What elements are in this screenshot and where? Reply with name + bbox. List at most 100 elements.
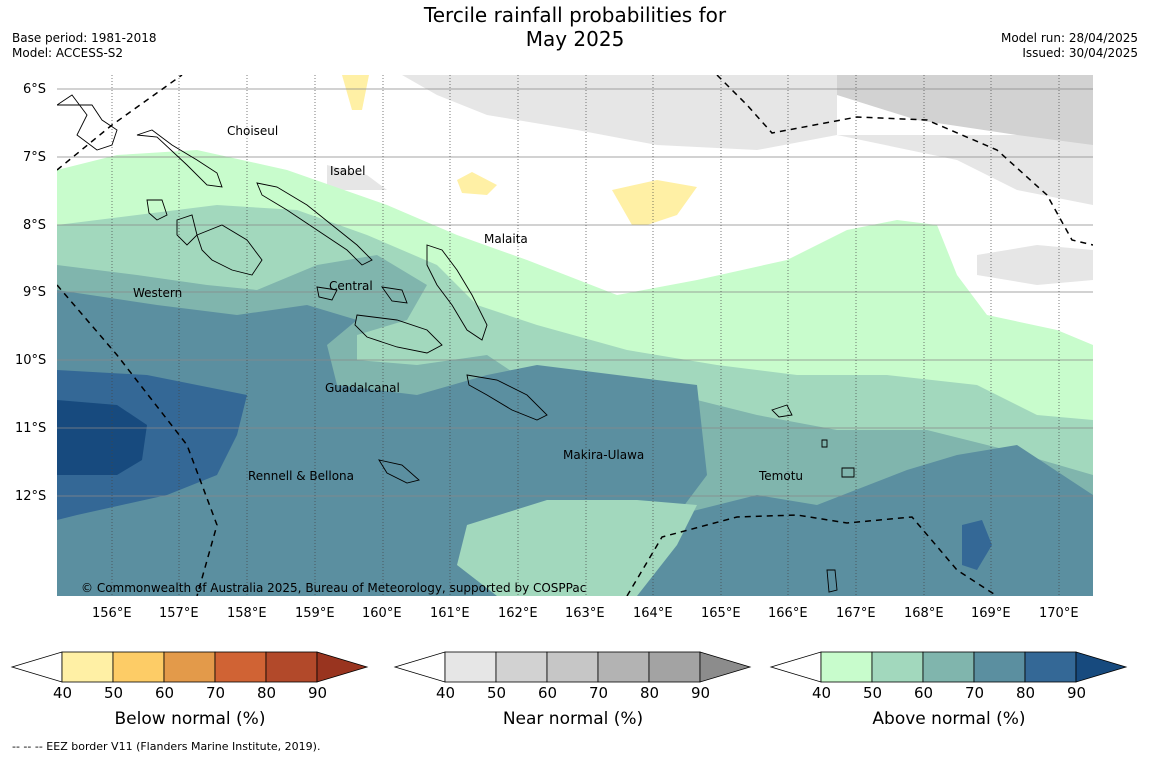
utupua-outline bbox=[821, 439, 828, 448]
lon-label-170: 170°E bbox=[1039, 606, 1079, 621]
colorbar-below-title: Below normal (%) bbox=[114, 709, 266, 729]
kolombangara-outline bbox=[176, 214, 198, 246]
lon-label-165: 165°E bbox=[701, 606, 741, 621]
isabel-outline bbox=[256, 182, 373, 266]
colorbar-above-segment bbox=[973, 651, 1026, 683]
colorbar-below-segment bbox=[61, 651, 114, 683]
lon-label-159: 159°E bbox=[295, 606, 335, 621]
near-normal-40-east bbox=[977, 245, 1093, 285]
lon-label-167: 167°E bbox=[836, 606, 876, 621]
colorbar-above-segment bbox=[922, 651, 975, 683]
lat-label-10s: 10°S bbox=[15, 353, 47, 368]
colorbar-near-segment bbox=[648, 651, 701, 683]
colorbar-near bbox=[393, 651, 752, 683]
colorbar-near-tick-label: 90 bbox=[691, 684, 711, 702]
new-georgia-outline bbox=[196, 224, 263, 276]
florida-outline bbox=[381, 286, 408, 304]
lat-label-7s: 7°S bbox=[23, 150, 47, 165]
label-makira: Makira-Ulawa bbox=[563, 448, 645, 462]
chart-title: Tercile rainfall probabilities for May 2… bbox=[0, 3, 1150, 51]
near-normal-50-area bbox=[837, 75, 1093, 145]
colorbar-below-tick-label: 60 bbox=[155, 684, 175, 702]
near-normal-40-area bbox=[402, 75, 1093, 205]
lon-label-160: 160°E bbox=[362, 606, 402, 621]
colorbar-above-tick-label: 90 bbox=[1067, 684, 1087, 702]
lat-label-11s: 11°S bbox=[15, 421, 47, 436]
colorbar-near-title: Near normal (%) bbox=[502, 709, 644, 729]
russell-outline bbox=[316, 286, 338, 301]
colorbar-below-tick-label: 80 bbox=[257, 684, 277, 702]
vanikoro-outline bbox=[841, 467, 855, 478]
colorbar-below-tick-label: 40 bbox=[53, 684, 73, 702]
colorbar-below bbox=[10, 651, 369, 683]
colorbar-below-high-extend bbox=[316, 651, 369, 683]
lat-label-8s: 8°S bbox=[23, 218, 47, 233]
near-normal-40-isabel bbox=[327, 165, 387, 190]
colorbar-near-segment bbox=[444, 651, 497, 683]
torres-outline bbox=[826, 569, 838, 593]
label-malaita: Malaita bbox=[484, 232, 528, 246]
colorbar-below-segment bbox=[214, 651, 267, 683]
colorbar-near-tick-label: 40 bbox=[436, 684, 456, 702]
meta-right: Model run: 28/04/2025 Issued: 30/04/2025 bbox=[1001, 31, 1138, 61]
colorbar-near-low-extend bbox=[393, 651, 446, 683]
lon-label-158: 158°E bbox=[227, 606, 267, 621]
copyright-text: © Commonwealth of Australia 2025, Bureau… bbox=[81, 581, 586, 595]
lat-gridlines bbox=[57, 88, 1093, 497]
colorbar-near-tick-label: 50 bbox=[487, 684, 507, 702]
above-normal-70-area bbox=[57, 290, 1093, 596]
colorbar-above-tick-label: 40 bbox=[812, 684, 832, 702]
lon-label-166: 166°E bbox=[768, 606, 808, 621]
colorbars bbox=[0, 649, 1150, 689]
label-isabel: Isabel bbox=[330, 164, 366, 178]
model-run: Model run: 28/04/2025 bbox=[1000, 31, 1138, 45]
colorbar-below-segment bbox=[112, 651, 165, 683]
below-normal-40-east bbox=[612, 180, 697, 225]
colorbar-near-segment bbox=[495, 651, 548, 683]
colorbar-above-tick-label: 50 bbox=[863, 684, 883, 702]
lon-label-169: 169°E bbox=[971, 606, 1011, 621]
colorbar-above-low-extend bbox=[769, 651, 822, 683]
label-choiseul: Choiseul bbox=[227, 124, 279, 138]
colorbar-above-segment bbox=[1024, 651, 1077, 683]
above-normal-80-temotu bbox=[962, 520, 992, 570]
colorbar-below-low-extend bbox=[10, 651, 63, 683]
colorbar-below-segment bbox=[265, 651, 318, 683]
malaita-outline bbox=[426, 244, 488, 341]
label-guadalcanal: Guadalcanal bbox=[325, 381, 400, 395]
map-svg: © Commonwealth of Australia 2025, Bureau… bbox=[57, 75, 1093, 596]
issued-date: Issued: 30/04/2025 bbox=[1022, 46, 1138, 60]
colorbar-below-segment bbox=[163, 651, 216, 683]
vella-lavella-outline bbox=[146, 199, 168, 221]
lat-label-12s: 12°S bbox=[15, 489, 47, 504]
above-normal-90-area bbox=[57, 400, 147, 475]
label-rennell: Rennell & Bellona bbox=[248, 469, 355, 483]
rennell-outline bbox=[378, 459, 420, 484]
colorbar-near-segment bbox=[546, 651, 599, 683]
colorbar-near-high-extend bbox=[699, 651, 752, 683]
colorbar-below-tick-label: 70 bbox=[206, 684, 226, 702]
eez-footnote: -- -- -- EEZ border V11 (Flanders Marine… bbox=[12, 740, 321, 753]
bougainville-outline bbox=[57, 94, 118, 151]
colorbar-near-tick-label: 80 bbox=[640, 684, 660, 702]
lat-label-9s: 9°S bbox=[23, 285, 47, 300]
meta-left: Base period: 1981-2018 Model: ACCESS-S2 bbox=[12, 31, 157, 61]
coastlines bbox=[57, 94, 855, 593]
colorbar-above bbox=[769, 651, 1128, 683]
colorbar-near-segment bbox=[597, 651, 650, 683]
above-normal-50-south bbox=[457, 500, 697, 596]
colorbar-above-segment bbox=[871, 651, 924, 683]
guadalcanal-outline bbox=[354, 314, 443, 354]
colorbar-svg bbox=[10, 651, 1128, 683]
label-temotu: Temotu bbox=[759, 469, 804, 483]
choiseul-outline bbox=[136, 129, 223, 188]
lon-label-162: 162°E bbox=[498, 606, 538, 621]
map-panel: © Commonwealth of Australia 2025, Bureau… bbox=[57, 75, 1093, 596]
lon-label-163: 163°E bbox=[565, 606, 605, 621]
lon-label-161: 161°E bbox=[430, 606, 470, 621]
colorbar-above-tick-label: 80 bbox=[1016, 684, 1036, 702]
base-period: Base period: 1981-2018 bbox=[12, 31, 157, 45]
lon-label-168: 168°E bbox=[904, 606, 944, 621]
colorbar-below-tick-label: 90 bbox=[308, 684, 328, 702]
colorbar-below-tick-label: 50 bbox=[104, 684, 124, 702]
